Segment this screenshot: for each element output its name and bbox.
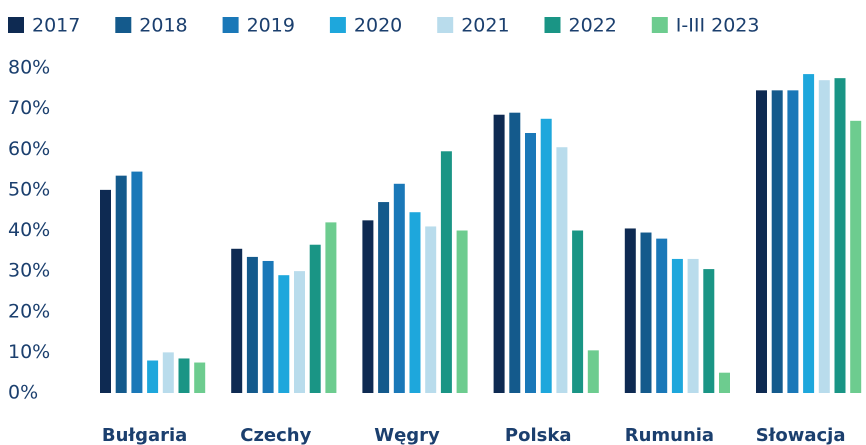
bar [115, 175, 127, 393]
bar [440, 151, 452, 393]
bar [687, 258, 699, 393]
x-tick-label: Czechy [240, 425, 311, 445]
legend-label: 2019 [247, 15, 295, 37]
y-tick-label: 20% [8, 300, 50, 322]
bar [294, 271, 305, 393]
bar [671, 258, 683, 393]
y-tick-label: 30% [8, 260, 50, 282]
bar [131, 171, 143, 393]
bar [624, 228, 636, 393]
legend-swatch [544, 17, 561, 33]
bar [803, 74, 815, 393]
bar [162, 352, 174, 393]
y-tick-label: 50% [8, 178, 50, 200]
bar [509, 112, 521, 393]
legend-swatch [8, 17, 24, 33]
bar [393, 183, 405, 393]
bar [719, 372, 730, 393]
x-tick-label: Słowacja [756, 425, 846, 445]
bar [818, 80, 830, 393]
legend-swatch [115, 17, 132, 33]
bar [194, 362, 206, 393]
bar [587, 350, 599, 393]
y-tick-label: 10% [8, 341, 50, 363]
legend-swatch [329, 17, 346, 33]
y-tick-label: 60% [8, 138, 50, 160]
bar [147, 360, 159, 393]
y-tick-label: 70% [8, 97, 50, 119]
bar [525, 133, 536, 393]
bar [100, 189, 111, 393]
bar [703, 269, 715, 393]
bar [493, 114, 505, 393]
bar [850, 120, 862, 393]
bar [262, 260, 274, 393]
bar [540, 118, 552, 393]
bar [378, 202, 390, 393]
legend-label: 2021 [461, 15, 509, 37]
bar [231, 248, 243, 393]
bar [409, 212, 421, 393]
x-tick-label: Bułgaria [102, 425, 187, 445]
bar [756, 90, 767, 393]
bar [309, 244, 321, 393]
y-tick-label: 40% [8, 219, 50, 241]
bar [278, 275, 290, 393]
bar [572, 230, 584, 393]
legend-label: 2020 [354, 15, 402, 37]
bar [425, 226, 437, 393]
bar [771, 90, 783, 393]
bar [325, 222, 337, 393]
x-tick-label: Węgry [374, 425, 440, 445]
bar [640, 232, 652, 393]
bar [362, 220, 374, 393]
bar [556, 147, 568, 393]
legend-swatch [222, 17, 239, 33]
bar [656, 238, 668, 393]
x-tick-label: Rumunia [625, 425, 714, 445]
bar [456, 230, 468, 393]
legend-swatch [437, 17, 454, 33]
legend-label: 2017 [32, 15, 80, 37]
bar [246, 256, 258, 393]
legend-label: 2018 [139, 15, 187, 37]
x-tick-label: Polska [505, 425, 572, 445]
legend-label: I-III 2023 [676, 15, 760, 37]
legend-swatch [651, 17, 668, 33]
bar [834, 78, 846, 393]
bar [178, 358, 190, 393]
legend-label: 2022 [569, 15, 617, 37]
y-tick-label: 80% [8, 57, 50, 79]
bar [787, 90, 799, 393]
y-tick-label: 0% [8, 382, 38, 404]
